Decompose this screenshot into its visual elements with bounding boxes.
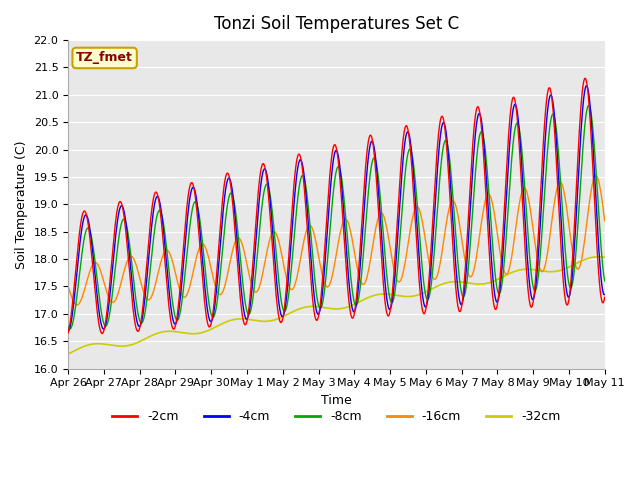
-16cm <box>434 271 442 277</box>
Title: Tonzi Soil Temperatures Set C: Tonzi Soil Temperatures Set C <box>214 15 459 33</box>
Y-axis label: Soil Temperature (C): Soil Temperature (C) <box>15 140 28 269</box>
Line: -32cm: -32cm <box>68 257 605 354</box>
-8cm <box>64 324 72 330</box>
-2cm <box>206 324 214 330</box>
-16cm <box>73 302 81 308</box>
-8cm <box>66 326 74 332</box>
-2cm <box>64 330 72 336</box>
-32cm <box>182 330 189 336</box>
-4cm <box>328 169 336 175</box>
-8cm <box>329 195 337 201</box>
-16cm <box>592 173 600 179</box>
-8cm <box>601 278 609 284</box>
-16cm <box>381 217 388 223</box>
-2cm <box>381 297 388 303</box>
Line: -4cm: -4cm <box>68 86 605 331</box>
Text: TZ_fmet: TZ_fmet <box>76 51 133 64</box>
-2cm <box>99 331 106 336</box>
-32cm <box>433 284 441 289</box>
-16cm <box>601 218 609 224</box>
-16cm <box>552 189 560 194</box>
Legend: -2cm, -4cm, -8cm, -16cm, -32cm: -2cm, -4cm, -8cm, -16cm, -32cm <box>108 405 566 428</box>
-32cm <box>380 291 388 297</box>
Line: -16cm: -16cm <box>68 176 605 305</box>
-2cm <box>329 147 337 153</box>
-8cm <box>434 202 442 207</box>
-4cm <box>552 125 559 131</box>
-2cm <box>434 140 442 145</box>
-16cm <box>183 292 191 298</box>
-2cm <box>582 75 589 81</box>
-32cm <box>64 351 72 357</box>
-4cm <box>182 232 189 238</box>
-8cm <box>381 251 388 257</box>
-32cm <box>205 327 213 333</box>
-8cm <box>206 305 214 311</box>
-32cm <box>595 254 603 260</box>
-2cm <box>601 294 609 300</box>
-4cm <box>601 292 609 298</box>
-4cm <box>380 269 388 275</box>
-16cm <box>206 259 214 265</box>
-16cm <box>64 284 72 289</box>
-4cm <box>583 83 591 89</box>
-32cm <box>601 254 609 260</box>
Line: -8cm: -8cm <box>68 106 605 329</box>
-4cm <box>433 172 441 178</box>
-2cm <box>552 156 560 162</box>
-2cm <box>183 206 191 212</box>
-32cm <box>552 268 559 274</box>
X-axis label: Time: Time <box>321 394 352 407</box>
-4cm <box>64 328 72 334</box>
-16cm <box>329 271 337 277</box>
-8cm <box>552 126 560 132</box>
Line: -2cm: -2cm <box>68 78 605 334</box>
-4cm <box>205 315 213 321</box>
-8cm <box>183 254 191 260</box>
-32cm <box>328 306 336 312</box>
-8cm <box>585 103 593 108</box>
